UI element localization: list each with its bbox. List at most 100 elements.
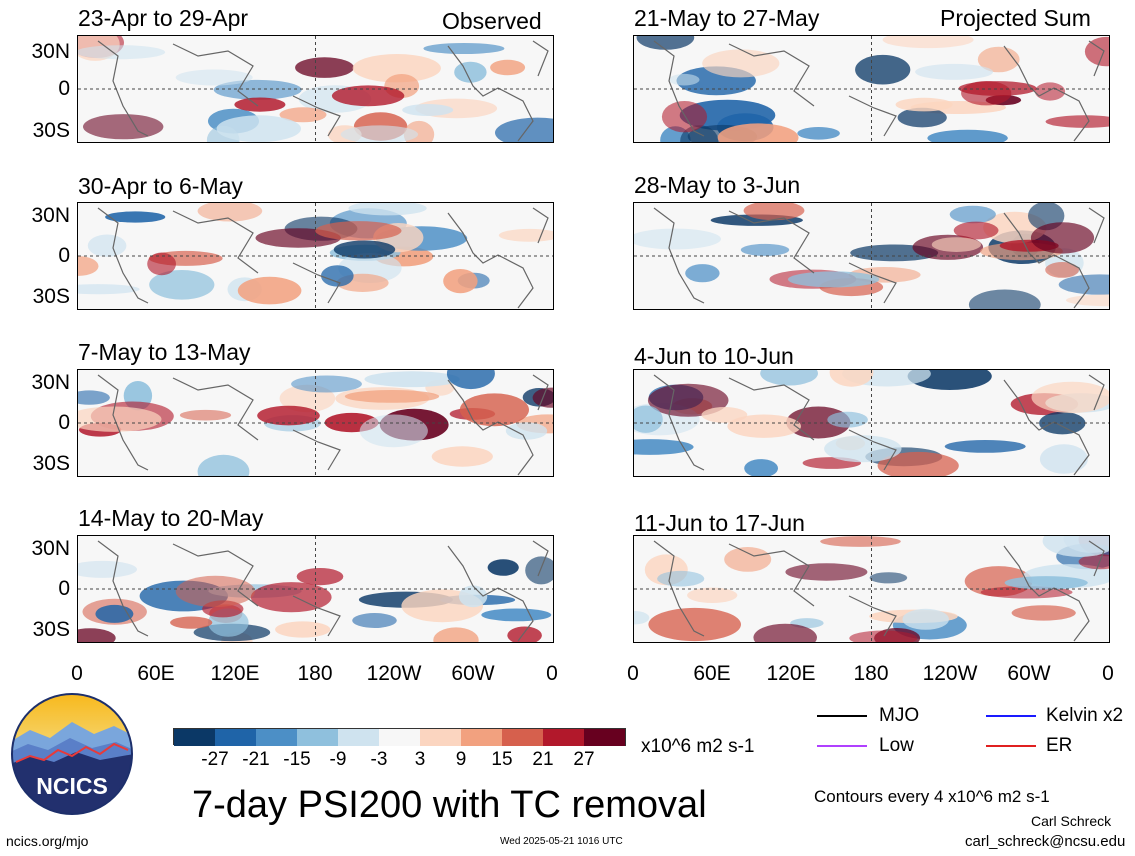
colorbar-swatch [502, 729, 544, 746]
anomaly-contour [507, 626, 542, 642]
panel-6-title: 28-May to 3-Jun [634, 172, 801, 198]
lat-label-30n: 30N [31, 204, 70, 227]
anomaly-contour [364, 371, 460, 388]
anomaly-contour [634, 439, 694, 455]
anomaly-contour [197, 454, 250, 476]
anomaly-contour [634, 611, 650, 625]
anomaly-contour [446, 370, 495, 390]
coastline [653, 207, 705, 304]
anomaly-contour [897, 107, 947, 128]
anomaly-contour [657, 570, 705, 587]
anomaly-contour [1042, 536, 1109, 557]
lon-label-120e: 120E [210, 662, 260, 685]
lon-label-60w: 60W [451, 662, 495, 685]
colorbar-swatch [297, 729, 339, 746]
panel-1-title: 23-Apr to 29-Apr [78, 5, 249, 31]
kelvin-legend-label: Kelvin x2 [1046, 705, 1124, 726]
coastline [728, 377, 815, 441]
anomaly-contour [78, 45, 166, 60]
anomaly-contour [443, 269, 478, 294]
coastline [172, 210, 259, 274]
anomaly-contour [855, 54, 911, 85]
coastline [848, 429, 897, 471]
colorbar-label: -27 [201, 749, 229, 770]
colorbar-units: x10^6 m2 s-1 [641, 736, 755, 757]
panel-4-title: 14-May to 20-May [78, 505, 264, 531]
anomaly-contour [944, 440, 1026, 453]
coastline [447, 545, 534, 642]
anomaly-contour [827, 411, 868, 428]
er-legend-line [986, 745, 1036, 747]
anomaly-contour [915, 63, 994, 80]
colorbar-swatch [543, 729, 585, 746]
map-panel-observed-3 [77, 369, 554, 477]
anomaly-contour [1011, 605, 1076, 621]
anomaly-contour [359, 414, 428, 448]
coastline [532, 40, 549, 77]
anomaly-contour [296, 568, 344, 586]
anomaly-contour [423, 43, 505, 54]
coastline [728, 210, 815, 274]
anomaly-contour [348, 203, 427, 216]
anomaly-contour [340, 125, 419, 142]
anomaly-contour [291, 375, 362, 393]
anomaly-contour [78, 390, 110, 405]
author-name: Carl Schreck [1031, 813, 1112, 829]
anomaly-contour [661, 101, 708, 133]
anomaly-contour [487, 559, 519, 576]
anomaly-contour [1034, 82, 1066, 101]
anomaly-contour [636, 36, 695, 50]
lat-label-0: 0 [58, 411, 70, 434]
anomaly-contour [902, 608, 949, 630]
anomaly-contour [257, 405, 320, 426]
lon-label-0-end: 0 [1102, 662, 1114, 685]
coastline [1088, 207, 1105, 244]
colorbar-label: 3 [414, 749, 426, 770]
anomaly-contour [525, 556, 553, 585]
colorbar-label: 9 [455, 749, 467, 770]
anomaly-contour [78, 628, 116, 642]
anomaly-contour [949, 205, 996, 224]
anomaly-contour [931, 237, 981, 252]
colorbar-label: 27 [573, 749, 595, 770]
coastline [728, 43, 815, 107]
coastline [532, 207, 549, 244]
lon-label-120e: 120E [766, 662, 816, 685]
coastline [292, 95, 341, 137]
anomaly-contour [175, 69, 253, 86]
anomaly-contour [787, 271, 880, 288]
coastline [532, 374, 549, 411]
site-link[interactable]: ncics.org/mjo [6, 833, 89, 849]
coastline [292, 429, 341, 471]
observed-label: Observed [442, 8, 542, 34]
anomaly-contour [481, 608, 552, 622]
lat-label-30s: 30S [32, 285, 70, 308]
anomaly-contour [1031, 381, 1109, 414]
coastline [1088, 40, 1105, 77]
lat-label-30s: 30S [32, 452, 70, 475]
author-email[interactable]: carl_schreck@ncsu.edu [965, 833, 1126, 850]
anomaly-contour [83, 114, 164, 140]
coastline [653, 540, 705, 637]
timestamp: Wed 2025-05-21 1016 UTC [500, 836, 623, 847]
lat-label-30s: 30S [32, 618, 70, 641]
anomaly-contour [78, 406, 162, 432]
colorbar-swatch [174, 729, 216, 746]
anomaly-contour [753, 623, 817, 642]
anomaly-contour [760, 370, 818, 386]
coastline [848, 95, 897, 137]
anomaly-contour [454, 61, 487, 83]
anomaly-contour [105, 211, 166, 223]
coastline [97, 40, 149, 137]
anomaly-contour [740, 243, 790, 256]
anomaly-contour [505, 422, 548, 440]
anomaly-contour [234, 97, 286, 112]
coastline [1088, 540, 1105, 577]
coastline [172, 43, 259, 107]
anomaly-contour [95, 604, 134, 623]
anomaly-contour [1066, 294, 1109, 307]
lon-label-0: 0 [71, 662, 83, 685]
lat-label-30s: 30S [32, 119, 70, 142]
anomaly-contour [1030, 222, 1095, 254]
coastline [447, 212, 534, 309]
